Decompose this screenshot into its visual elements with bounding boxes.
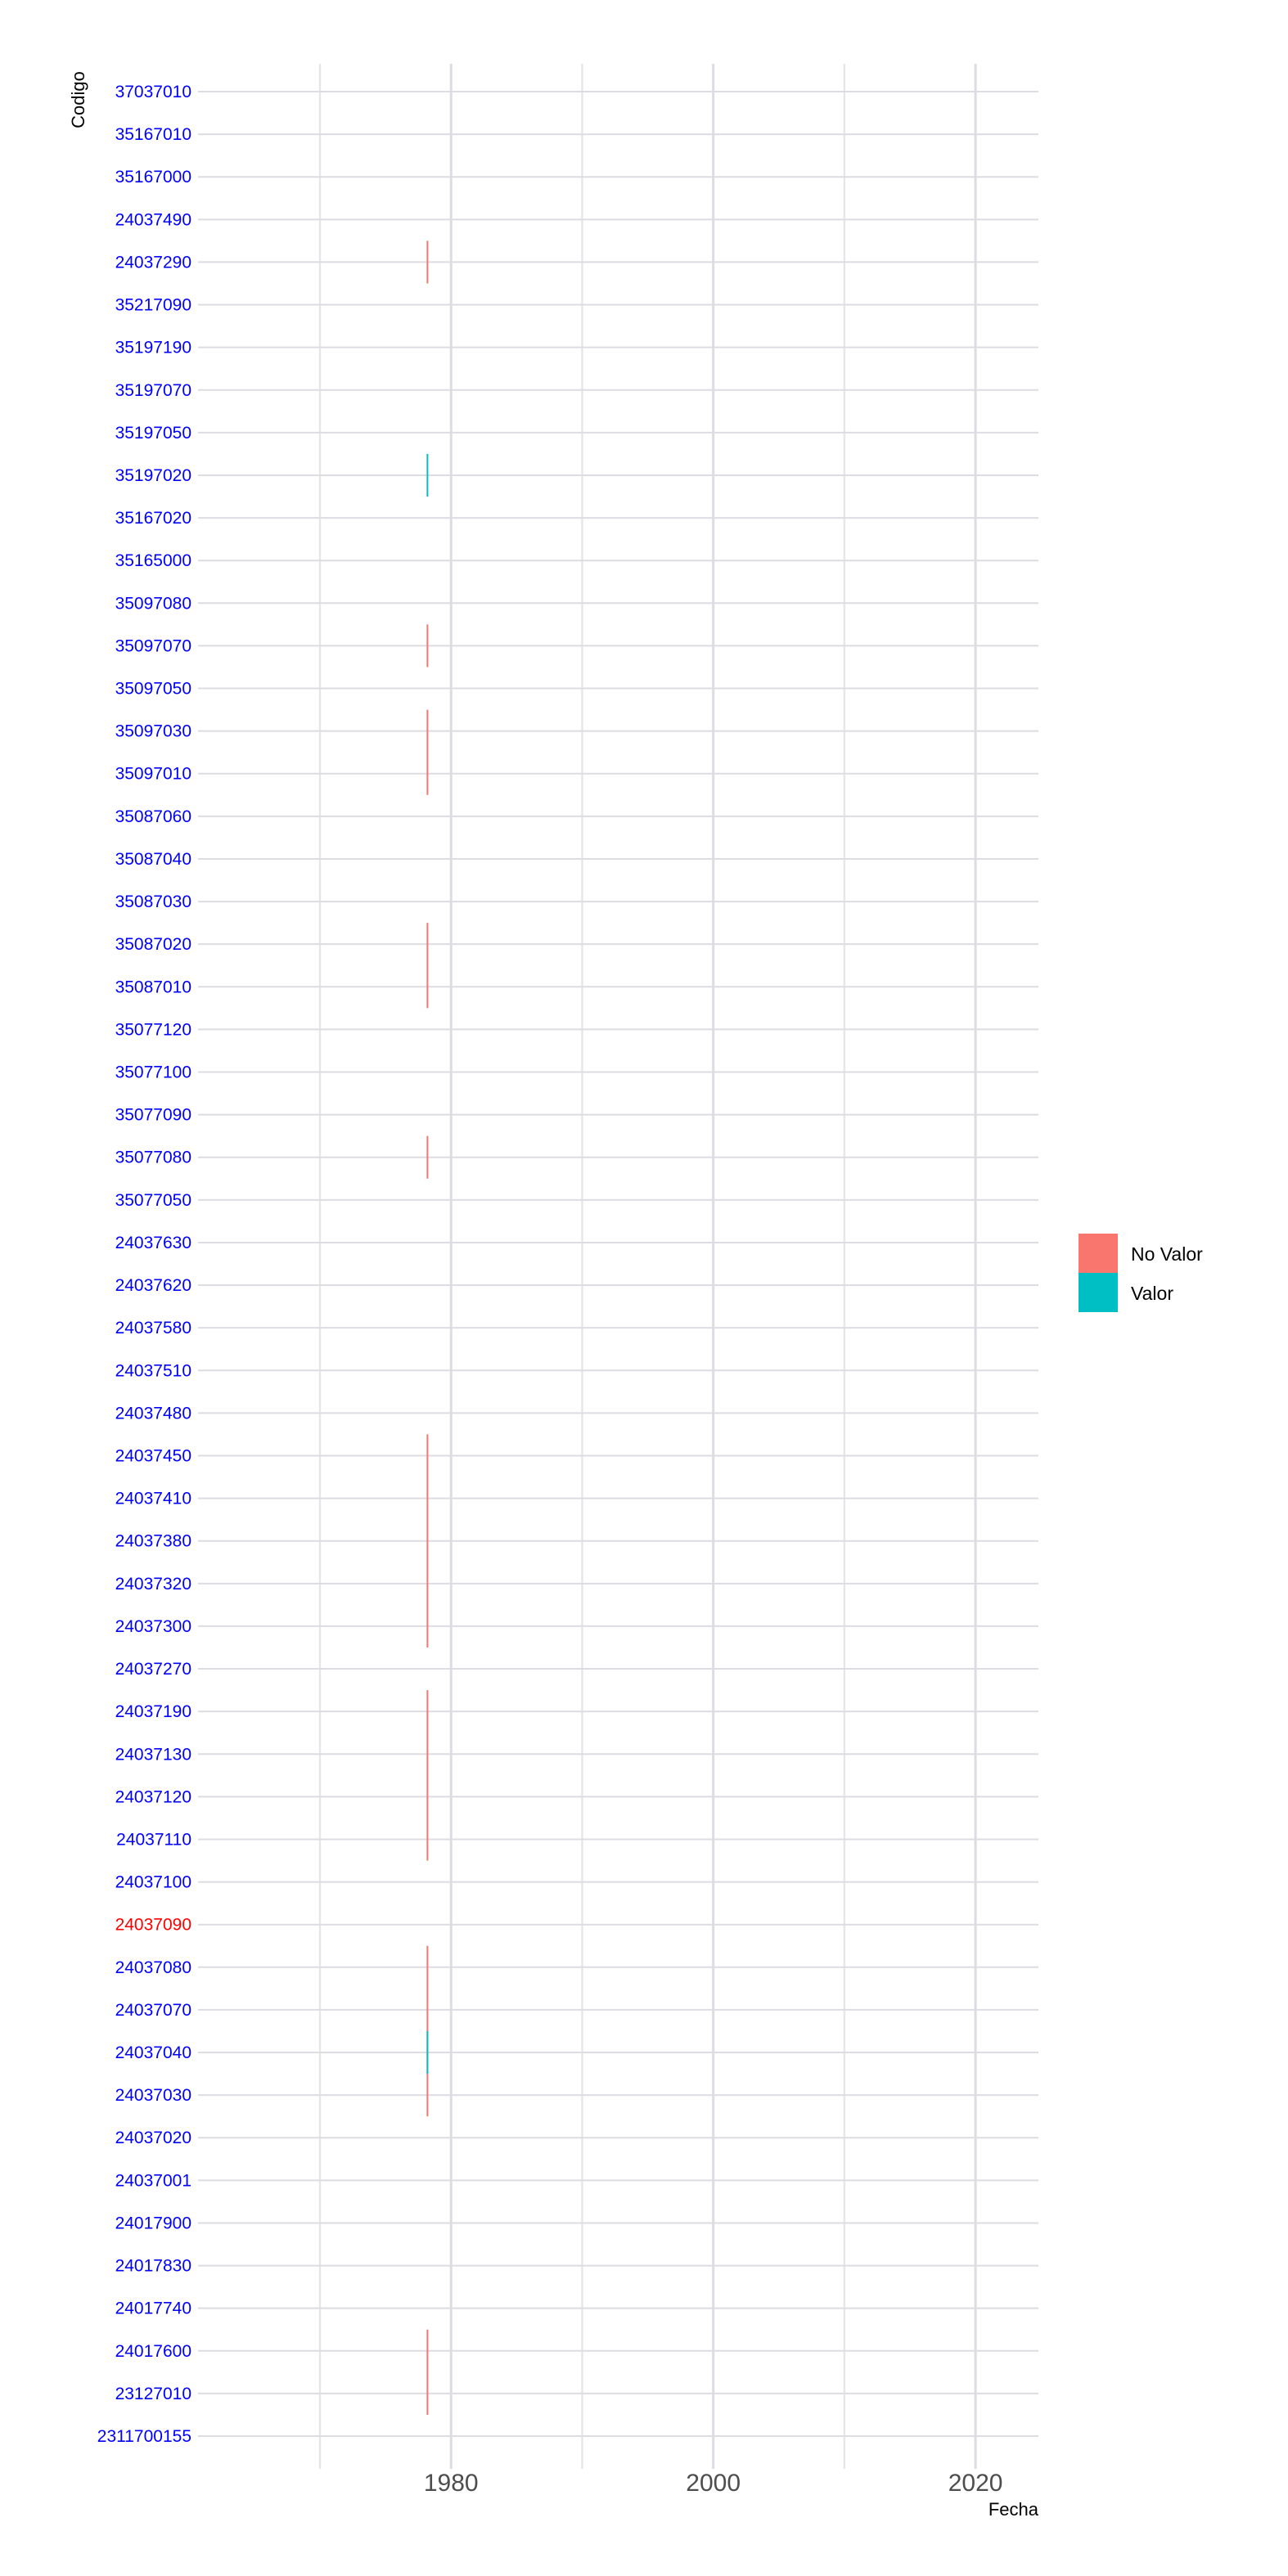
y-tick-label: 35097050	[115, 680, 191, 699]
y-tick-label: 35167000	[115, 168, 191, 187]
y-tick-label: 24037020	[115, 2129, 191, 2147]
y-tick-label: 24037290	[115, 253, 191, 272]
legend-label: No Valor	[1131, 1243, 1203, 1265]
y-tick-label: 35087040	[115, 850, 191, 869]
y-tick-label: 24037040	[115, 2043, 191, 2062]
y-tick-label: 37037010	[115, 83, 191, 101]
y-tick-label: 24017600	[115, 2342, 191, 2361]
y-tick-label: 24037450	[115, 1446, 191, 1465]
y-tick-label: 24037300	[115, 1617, 191, 1636]
y-tick-label: 35197050	[115, 424, 191, 443]
y-axis-tick-labels: 2311700155 23127010 24017600 24017740 240178…	[97, 83, 191, 2446]
y-tick-label: 24037270	[115, 1660, 191, 1679]
y-tick-label: 35087060	[115, 807, 191, 826]
y-tick-label: 35097030	[115, 722, 191, 741]
y-tick-label: 24037110	[116, 1830, 191, 1849]
y-tick-label: 35077050	[115, 1191, 191, 1210]
y-tick-label: 24037190	[115, 1702, 191, 1721]
y-tick-label: 35087020	[115, 935, 191, 954]
y-tick-label: 24037100	[115, 1873, 191, 1892]
x-axis-tick-labels: 1980 2000 2020	[424, 2470, 1003, 2497]
legend-label: Valor	[1131, 1283, 1173, 1304]
y-tick-label: 35197190	[115, 339, 191, 357]
y-tick-label: 24037320	[115, 1575, 191, 1594]
grid-lines	[198, 64, 1038, 2469]
y-tick-label: 35097080	[115, 594, 191, 613]
legend-key	[1079, 1273, 1118, 1312]
y-tick-label: 24017830	[115, 2257, 191, 2276]
y-tick-label: 35165000	[115, 551, 191, 570]
y-tick-label: 35197070	[115, 381, 191, 400]
y-tick-label: 35087010	[115, 978, 191, 996]
y-tick-label: 35167020	[115, 509, 191, 528]
y-tick-label: 23127010	[115, 2385, 191, 2403]
y-tick-label: 35077080	[115, 1149, 191, 1167]
y-tick-label: 2311700155	[97, 2427, 191, 2446]
y-tick-label: 24037001	[115, 2171, 191, 2190]
y-tick-label: 24037490	[115, 210, 191, 229]
y-tick-label: 35077090	[115, 1106, 191, 1125]
legend-key	[1079, 1234, 1118, 1273]
y-axis-title: Codigo	[68, 71, 88, 128]
y-tick-label: 24037090	[115, 1916, 191, 1935]
x-tick-label: 2020	[948, 2470, 1003, 2497]
y-tick-label: 24037620	[115, 1276, 191, 1295]
y-tick-label: 35167010	[115, 125, 191, 144]
x-tick-label: 1980	[424, 2470, 479, 2497]
y-tick-label: 35077120	[115, 1020, 191, 1039]
y-tick-label: 24037630	[115, 1234, 191, 1252]
y-tick-label: 24037130	[115, 1745, 191, 1764]
y-tick-label: 35097070	[115, 636, 191, 655]
y-tick-label: 24037510	[115, 1361, 191, 1380]
y-tick-label: 35197020	[115, 466, 191, 485]
y-tick-label: 24037030	[115, 2086, 191, 2105]
x-tick-label: 2000	[686, 2470, 741, 2497]
y-tick-label: 35087030	[115, 892, 191, 911]
y-tick-label: 35077100	[115, 1063, 191, 1082]
y-tick-label: 35097010	[115, 765, 191, 784]
y-tick-label: 24037580	[115, 1319, 191, 1337]
y-tick-label: 24037070	[115, 2001, 191, 2020]
legend: No Valor Valor	[1079, 1234, 1203, 1312]
x-axis-title: Fecha	[989, 2499, 1039, 2520]
y-tick-label: 24037080	[115, 1958, 191, 1977]
y-tick-label: 24037380	[115, 1532, 191, 1551]
y-tick-label: 35217090	[115, 296, 191, 315]
y-tick-label: 24017740	[115, 2300, 191, 2318]
y-tick-label: 24037410	[115, 1490, 191, 1508]
y-tick-label: 24037120	[115, 1787, 191, 1806]
y-tick-label: 24037480	[115, 1404, 191, 1423]
y-tick-label: 24017900	[115, 2214, 191, 2232]
